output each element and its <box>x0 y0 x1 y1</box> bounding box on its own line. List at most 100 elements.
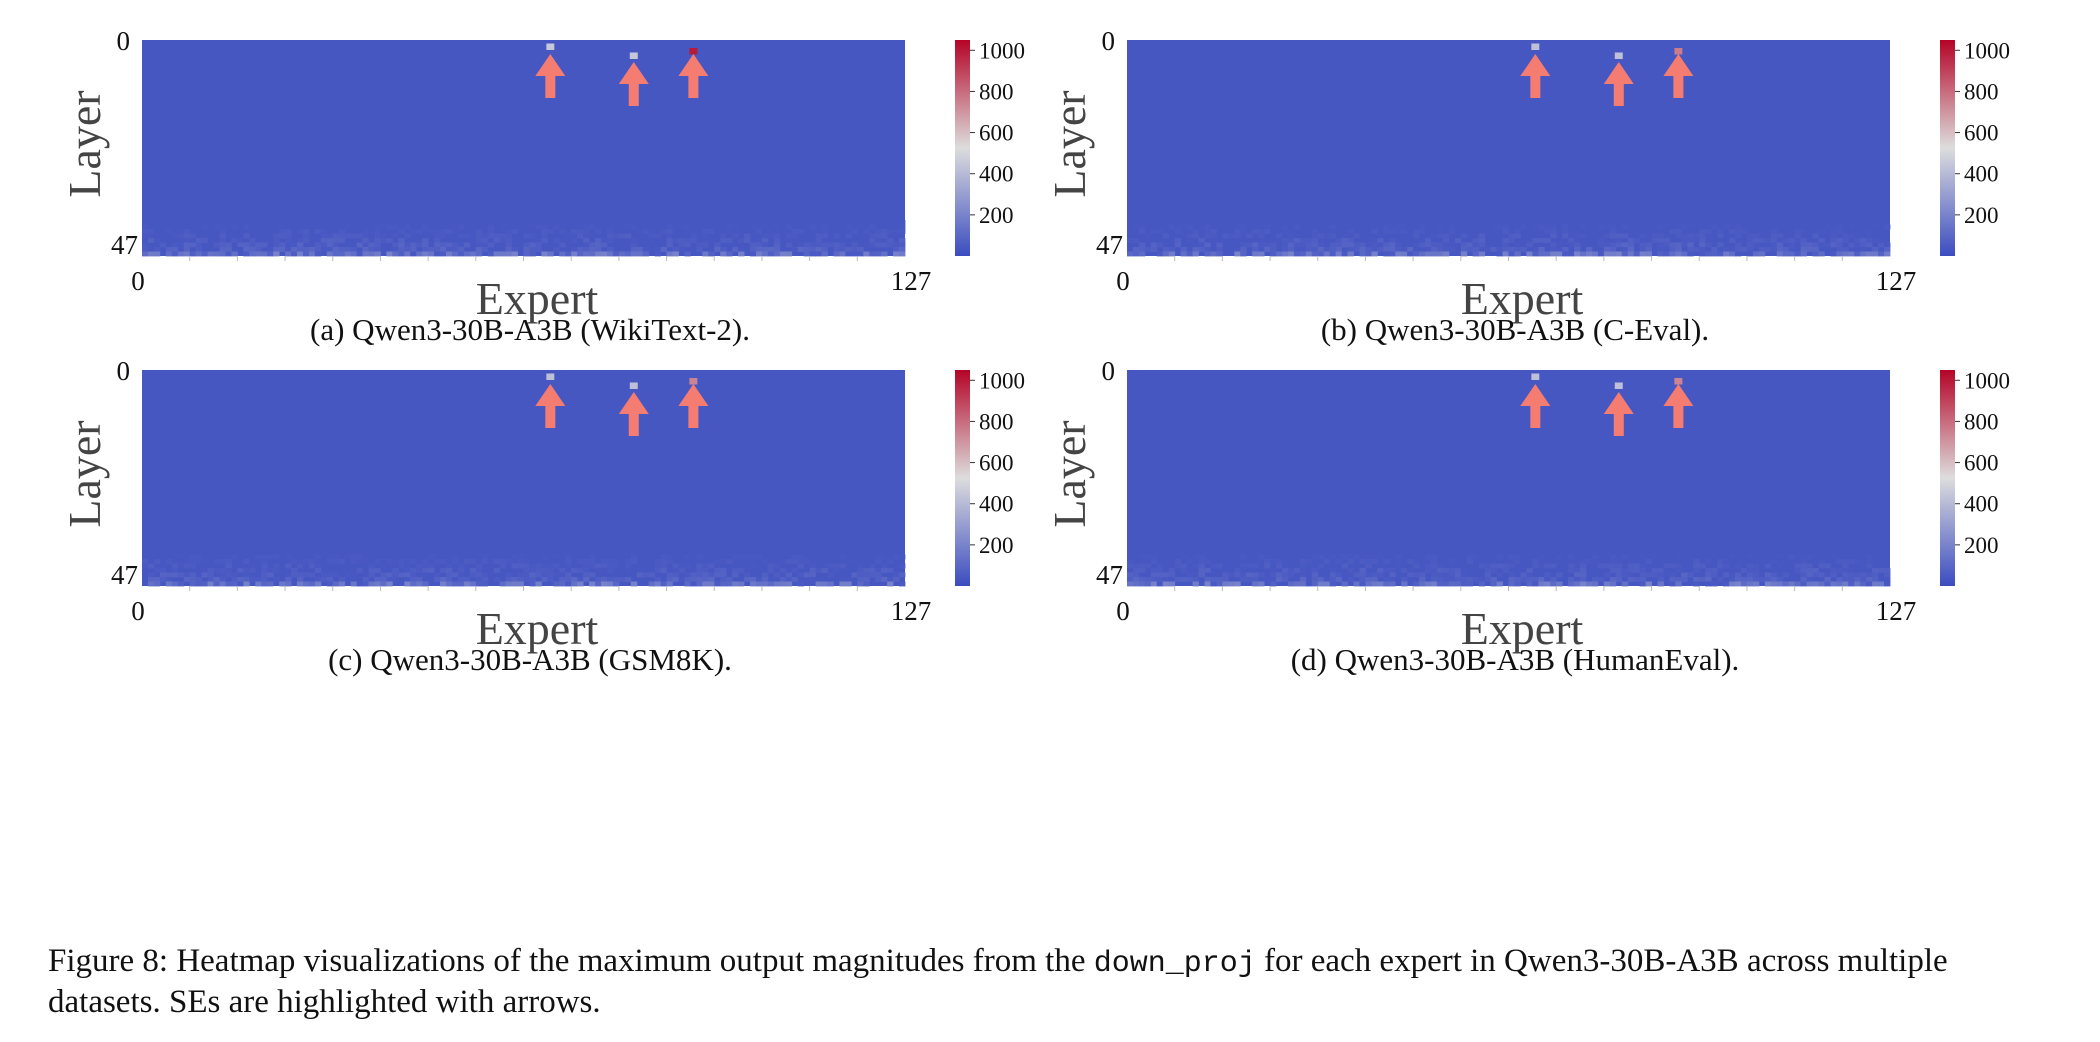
heatmap-cell <box>1431 554 1438 560</box>
heatmap-cell <box>213 251 220 257</box>
heatmap-cell <box>1669 229 1676 234</box>
heatmap-cell <box>1144 577 1152 582</box>
heatmap-cell <box>1758 247 1766 252</box>
heatmap-cell <box>559 572 566 578</box>
heatmap-cell <box>1830 233 1837 239</box>
x-axis-label: Expert <box>1461 273 1584 324</box>
heatmap-cell <box>654 563 662 569</box>
heatmap-cell <box>630 554 638 560</box>
super-expert-cell <box>1531 43 1540 50</box>
heatmap-cell <box>1419 554 1426 560</box>
heatmap-cell <box>1842 559 1849 564</box>
heatmap-cell <box>690 572 697 578</box>
heatmap-cell <box>183 577 191 582</box>
heatmap-cell <box>291 572 298 578</box>
heatmap-cell <box>708 563 715 569</box>
heatmap-cell <box>595 238 602 243</box>
heatmap-cell <box>267 247 274 252</box>
heatmap-cell <box>1144 550 1152 555</box>
heatmap-cell <box>887 242 894 248</box>
heatmap-cell <box>171 251 179 257</box>
heatmap-cell <box>630 238 638 243</box>
heatmap-cell <box>1794 581 1801 587</box>
heatmap-cell <box>869 563 876 569</box>
heatmap-cell <box>434 242 441 248</box>
heatmap-cell <box>1448 577 1456 582</box>
heatmap-cell <box>690 233 697 239</box>
heatmap-cell <box>279 224 286 230</box>
heatmap-cell <box>332 572 340 578</box>
highlight-arrow-icon <box>535 384 566 428</box>
heatmap-cell <box>469 568 477 573</box>
heatmap-cell <box>1442 247 1450 252</box>
heatmap-cell <box>827 581 834 587</box>
heatmap-cell <box>1466 581 1474 587</box>
heatmap-cell <box>398 247 405 252</box>
heatmap-cell <box>678 220 685 225</box>
heatmap-cell <box>1240 242 1247 248</box>
heatmap-cell <box>797 224 805 230</box>
heatmap-cell <box>654 559 662 564</box>
heatmap-cell <box>177 572 185 578</box>
heatmap-cell <box>1645 251 1652 257</box>
heatmap-cell <box>1800 247 1807 252</box>
heatmap-cell <box>511 229 518 234</box>
heatmap-cell <box>726 238 733 243</box>
heatmap-cell <box>1436 572 1444 578</box>
heatmap-cell <box>153 251 161 257</box>
heatmap-cell <box>785 559 793 564</box>
heatmap-cell <box>255 220 262 225</box>
heatmap-cell <box>273 233 280 239</box>
heatmap-cell <box>1496 554 1503 560</box>
heatmap-cell <box>165 247 173 252</box>
heatmap-cell <box>165 550 173 555</box>
heatmap-cell <box>893 554 900 560</box>
heatmap-cell <box>618 233 626 239</box>
heatmap-cell <box>750 224 757 230</box>
heatmap-cell <box>869 233 876 239</box>
heatmap-cell <box>1496 251 1503 257</box>
heatmap-cell <box>672 220 679 225</box>
heatmap-cell <box>660 247 667 252</box>
heatmap-cell <box>249 247 256 252</box>
heatmap-cell <box>1258 242 1265 248</box>
heatmap-cell <box>1806 554 1813 560</box>
heatmap-cell <box>457 251 465 257</box>
heatmap-cell <box>577 577 584 582</box>
heatmap-cell <box>1168 577 1176 582</box>
heatmap-cell <box>261 568 268 573</box>
heatmap-cell <box>702 242 709 248</box>
heatmap-cell <box>386 224 393 230</box>
heatmap-cell <box>1568 563 1575 569</box>
heatmap-cell <box>499 242 507 248</box>
heatmap-cell <box>1240 224 1247 230</box>
heatmap-cell <box>1442 233 1450 239</box>
heatmap-cell <box>750 577 757 582</box>
heatmap-cell <box>398 559 405 564</box>
heatmap-cell <box>362 242 369 248</box>
heatmap-cell <box>1377 238 1384 243</box>
heatmap-cell <box>702 563 709 569</box>
heatmap-cell <box>1383 229 1390 234</box>
heatmap-cell <box>1234 251 1241 257</box>
heatmap-cell <box>308 572 316 578</box>
heatmap-cell <box>1365 559 1372 564</box>
heatmap-cell <box>785 251 793 257</box>
heatmap-cell <box>1872 247 1879 252</box>
heatmap-cell <box>1854 572 1861 578</box>
heatmap-cell <box>332 581 340 587</box>
heatmap-cell <box>505 233 512 239</box>
heatmap-cell <box>1800 242 1807 248</box>
heatmap-cell <box>505 251 512 257</box>
heatmap-cell <box>428 563 435 569</box>
heatmap-cell <box>1138 577 1146 582</box>
heatmap-cell <box>1776 233 1784 239</box>
heatmap-cell <box>1603 251 1611 257</box>
heatmap-cell <box>1717 242 1724 248</box>
heatmap-cell <box>1431 559 1438 564</box>
heatmap-cell <box>1311 581 1319 587</box>
heatmap-cell <box>666 233 673 239</box>
heatmap-cell <box>1335 242 1342 248</box>
heatmap-cell <box>1884 581 1891 587</box>
heatmap-cell <box>1252 229 1259 234</box>
